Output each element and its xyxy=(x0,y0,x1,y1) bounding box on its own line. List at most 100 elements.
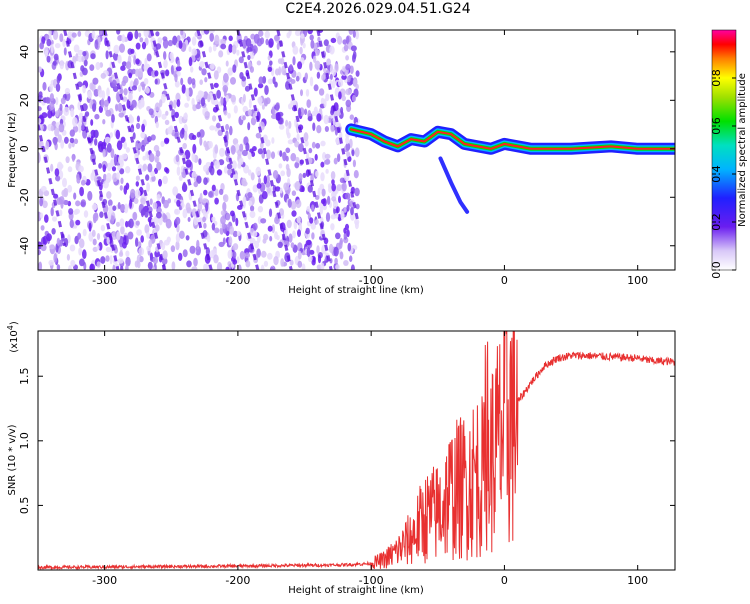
noise-dot xyxy=(312,55,317,63)
noise-dot xyxy=(57,134,62,143)
noise-dot xyxy=(353,88,359,98)
noise-dot xyxy=(105,50,109,60)
noise-dot xyxy=(145,174,150,181)
noise-dot xyxy=(141,41,147,50)
noise-dot xyxy=(287,198,292,208)
noise-dot xyxy=(52,30,59,40)
noise-dot xyxy=(178,252,183,261)
noise-dot xyxy=(209,63,215,70)
noise-dot xyxy=(38,66,42,73)
noise-dot xyxy=(67,166,73,173)
noise-dot xyxy=(199,192,203,203)
noise-dot xyxy=(39,197,43,207)
noise-dot xyxy=(59,103,63,112)
noise-dot xyxy=(176,199,181,207)
noise-dot xyxy=(175,240,180,251)
noise-dot xyxy=(267,55,271,61)
noise-dot xyxy=(77,49,84,56)
noise-dot xyxy=(309,217,314,224)
noise-dot xyxy=(239,143,244,152)
noise-dot xyxy=(152,256,158,265)
noise-dot xyxy=(81,122,85,131)
x-tick-label: -300 xyxy=(92,574,117,587)
noise-dot xyxy=(279,150,283,158)
noise-dot xyxy=(292,230,296,239)
noise-dot xyxy=(92,103,97,112)
noise-dot xyxy=(38,261,43,270)
noise-dot xyxy=(230,145,236,155)
noise-dot xyxy=(120,265,124,270)
x-tick-label: -200 xyxy=(225,574,250,587)
noise-dot xyxy=(199,90,205,97)
y-tick-label: 0.5 xyxy=(18,497,31,515)
stripe-mark xyxy=(149,30,213,270)
noise-dot xyxy=(182,208,188,219)
noise-dot xyxy=(198,158,202,166)
noise-dot xyxy=(355,203,360,210)
noise-dot xyxy=(298,143,304,153)
snr-series-line xyxy=(38,331,675,570)
noise-dot xyxy=(252,222,258,231)
noise-dot xyxy=(343,44,349,52)
noise-dot xyxy=(189,245,196,254)
noise-dot xyxy=(99,211,104,218)
noise-dot xyxy=(229,225,234,235)
noise-dot xyxy=(349,200,354,208)
noise-dot xyxy=(158,216,163,226)
noise-dot xyxy=(252,45,258,54)
noise-dot xyxy=(38,118,42,124)
noise-dot xyxy=(204,111,210,120)
noise-dot xyxy=(345,223,349,230)
noise-dot xyxy=(253,87,258,97)
noise-dot xyxy=(49,83,53,93)
noise-dot xyxy=(71,153,75,162)
noise-dot xyxy=(169,52,174,60)
noise-dot xyxy=(286,219,292,229)
noise-dot xyxy=(295,199,302,209)
noise-dot xyxy=(123,203,129,214)
noise-dot xyxy=(335,264,340,270)
noise-dot xyxy=(325,212,331,223)
noise-dot xyxy=(133,197,139,204)
noise-dot xyxy=(77,55,83,63)
noise-dot xyxy=(286,132,291,139)
noise-dot xyxy=(149,198,153,205)
noise-dot xyxy=(143,30,150,38)
spectrogram-heatmap xyxy=(38,30,675,270)
noise-dot xyxy=(232,64,237,73)
noise-dot xyxy=(318,88,325,96)
colorbar-tick-label: 0.4 xyxy=(710,165,723,183)
noise-dot xyxy=(282,151,287,162)
noise-dot xyxy=(97,89,104,98)
noise-dot xyxy=(142,163,148,171)
noise-dot xyxy=(228,43,233,53)
noise-dot xyxy=(148,153,155,163)
noise-dot xyxy=(142,155,147,161)
noise-dot xyxy=(131,68,137,75)
noise-dot xyxy=(135,58,140,65)
noise-dot xyxy=(95,61,101,71)
noise-dot xyxy=(263,260,269,267)
noise-dot xyxy=(73,210,79,215)
noise-dot xyxy=(185,235,190,241)
noise-dot xyxy=(343,206,347,213)
noise-dot xyxy=(245,38,252,47)
stripe-mark xyxy=(236,30,293,270)
noise-dot xyxy=(228,236,233,246)
noise-dot xyxy=(80,179,86,186)
noise-dot xyxy=(214,197,219,205)
noise-dot xyxy=(313,106,318,116)
noise-dot xyxy=(139,37,144,43)
noise-dot xyxy=(353,170,359,179)
noise-dot xyxy=(144,86,150,94)
noise-dot xyxy=(136,229,143,236)
noise-dot xyxy=(119,168,125,175)
noise-dot xyxy=(347,75,351,83)
noise-dot xyxy=(191,78,196,86)
noise-dot xyxy=(75,200,81,207)
noise-dot xyxy=(290,79,296,84)
noise-dot xyxy=(117,258,124,264)
noise-dot xyxy=(307,30,313,35)
noise-dot xyxy=(223,166,228,174)
